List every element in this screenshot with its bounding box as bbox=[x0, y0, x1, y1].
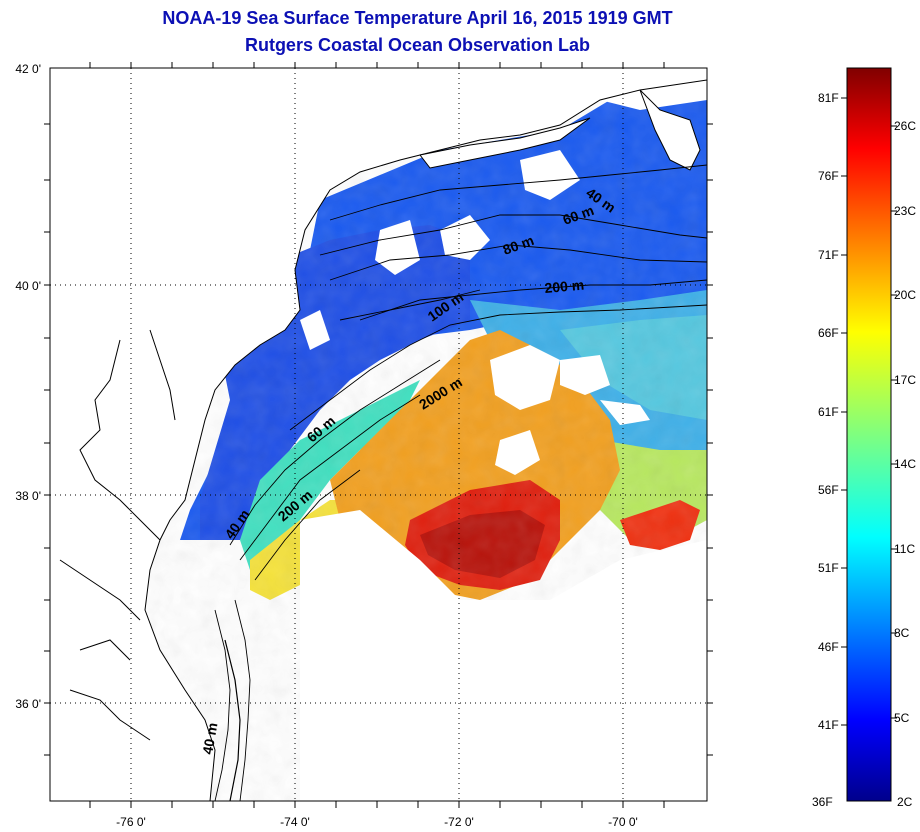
land-mainland bbox=[50, 68, 707, 801]
colorbar-label-c: 17C bbox=[894, 373, 916, 387]
cloud-patch-2 bbox=[560, 355, 610, 395]
colorbar-label-c: 26C bbox=[894, 119, 916, 133]
colorbar-label-f: 66F bbox=[818, 326, 839, 340]
map-subtitle: Rutgers Coastal Ocean Observation Lab bbox=[244, 35, 591, 55]
colorbar-gradient bbox=[846, 67, 892, 802]
cloud-patch-south bbox=[300, 510, 707, 801]
isobath-60m bbox=[319, 214, 707, 256]
lon-label: -76 0' bbox=[116, 815, 146, 829]
cloud-patch-8 bbox=[300, 310, 330, 350]
isobath-south-2 bbox=[234, 599, 251, 801]
lat-labels: 42 0' 40 0' 38 0' 36 0' bbox=[15, 62, 41, 711]
isobath-label: 200 m bbox=[544, 277, 585, 296]
colorbar-label-c: 2C bbox=[897, 795, 913, 809]
colorbar-fahrenheit-labels: 81F 76F 71F 66F 61F 56F 51F 46F 41F 36F bbox=[812, 91, 839, 809]
coastline-detail bbox=[59, 329, 176, 741]
isobath-shelf-3 bbox=[254, 469, 361, 581]
colorbar-label-f: 36F bbox=[812, 795, 833, 809]
colorbar-label-c: 5C bbox=[894, 711, 910, 725]
isobath-label: 40 m bbox=[199, 721, 220, 755]
colorbar-label-c: 20C bbox=[894, 288, 916, 302]
isobath-layer bbox=[214, 164, 707, 801]
lon-label: -70 0' bbox=[608, 815, 638, 829]
isobath-80m bbox=[329, 244, 707, 281]
map-area: 40 m 60 m 80 m 200 m 100 m 2000 m 60 m 2… bbox=[50, 68, 707, 801]
colorbar-label-c: 8C bbox=[894, 626, 910, 640]
cloud-patch-3 bbox=[495, 430, 540, 475]
frame-ticks bbox=[44, 62, 713, 808]
colorbar-label-c: 14C bbox=[894, 457, 916, 471]
colorbar-label-f: 56F bbox=[818, 483, 839, 497]
lat-label: 40 0' bbox=[15, 279, 41, 293]
isobath-100m bbox=[339, 289, 481, 321]
isobath-shelf-1 bbox=[229, 359, 441, 546]
colorbar: 81F 76F 71F 66F 61F 56F 51F 46F 41F 36F … bbox=[812, 67, 916, 809]
isobath-south-1 bbox=[214, 609, 231, 801]
colorbar-ticks bbox=[841, 97, 897, 726]
colorbar-celsius-labels: 26C 23C 20C 17C 14C 11C 8C 5C 2C bbox=[894, 119, 916, 809]
cape-cod bbox=[639, 89, 701, 171]
isobath-shelf-2 bbox=[239, 394, 421, 561]
lat-label: 42 0' bbox=[15, 62, 41, 76]
cloud-patch-5 bbox=[440, 215, 490, 260]
map-title: NOAA-19 Sea Surface Temperature April 16… bbox=[162, 8, 673, 28]
colorbar-label-f: 51F bbox=[818, 561, 839, 575]
colorbar-label-f: 81F bbox=[818, 91, 839, 105]
graticule bbox=[50, 68, 707, 801]
isobath-40m bbox=[329, 164, 707, 221]
cloud-patch-1 bbox=[490, 345, 560, 410]
outer-banks bbox=[224, 639, 241, 801]
isobath-2000m bbox=[289, 304, 707, 431]
lat-label: 36 0' bbox=[15, 697, 41, 711]
colorbar-label-c: 11C bbox=[894, 542, 915, 556]
colorbar-label-c: 23C bbox=[894, 204, 916, 218]
lon-labels: -76 0' -74 0' -72 0' -70 0' bbox=[116, 815, 638, 829]
land-layer bbox=[50, 68, 707, 801]
lon-label: -72 0' bbox=[444, 815, 474, 829]
long-island bbox=[419, 117, 591, 169]
cloud-patch-7 bbox=[520, 150, 580, 200]
lat-label: 38 0' bbox=[15, 489, 41, 503]
colorbar-label-f: 41F bbox=[818, 718, 839, 732]
cloud-patch-4 bbox=[600, 400, 650, 425]
colorbar-label-f: 46F bbox=[818, 640, 839, 654]
colorbar-label-f: 76F bbox=[818, 169, 839, 183]
lon-label: -74 0' bbox=[280, 815, 310, 829]
colorbar-label-f: 61F bbox=[818, 405, 839, 419]
colorbar-label-f: 71F bbox=[818, 248, 839, 262]
map-frame bbox=[49, 67, 708, 802]
